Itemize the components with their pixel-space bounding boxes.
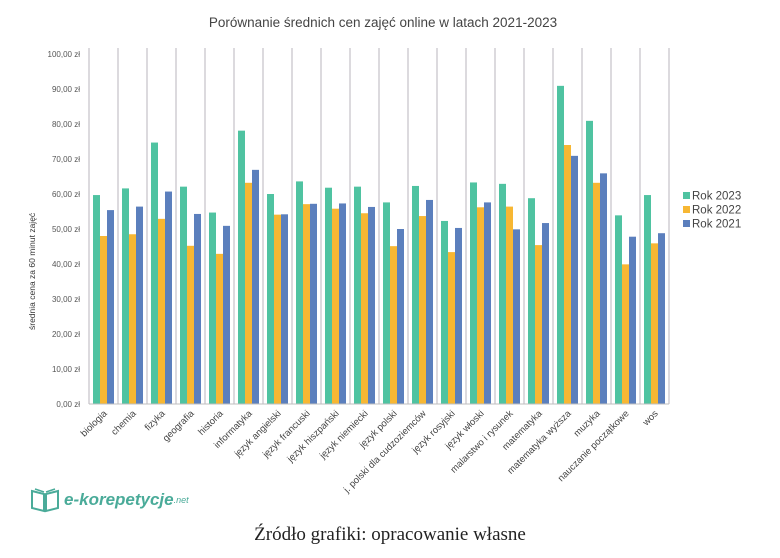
bar-rok-2021 (252, 169, 259, 404)
source-caption: Źródło grafiki: opracowanie własne (254, 524, 526, 545)
legend-swatch (683, 192, 690, 199)
bar-rok-2023 (238, 130, 245, 404)
x-tick-label: geografia (161, 408, 197, 444)
bar-rok-2021 (571, 155, 578, 404)
bar-rok-2023 (151, 142, 158, 405)
bar-rok-2023 (499, 183, 506, 404)
y-tick-label: 80,00 zł (52, 120, 80, 129)
bar-rok-2021 (368, 206, 375, 404)
bar-rok-2022 (100, 236, 107, 404)
bar-rok-2021 (455, 227, 462, 404)
bar-rok-2022 (593, 182, 600, 404)
bar-rok-2021 (397, 229, 404, 404)
bar-rok-2022 (622, 264, 629, 404)
bar-rok-2021 (600, 173, 607, 404)
y-tick-label: 40,00 zł (52, 260, 80, 269)
bar-chart: Porównanie średnich cen zajęć online w l… (27, 15, 741, 496)
bar-rok-2023 (615, 215, 622, 404)
bar-rok-2022 (216, 253, 223, 404)
bar-rok-2022 (187, 245, 194, 404)
bar-rok-2021 (107, 210, 114, 404)
bar-rok-2021 (165, 191, 172, 404)
legend-swatch (683, 220, 690, 227)
bar-rok-2023 (267, 194, 274, 404)
bar-rok-2022 (477, 207, 484, 404)
bar-rok-2023 (586, 120, 593, 404)
bar-rok-2021 (629, 236, 636, 404)
bar-rok-2023 (528, 198, 535, 404)
bar-rok-2023 (412, 185, 419, 404)
y-tick-label: 0,00 zł (56, 400, 80, 409)
bar-rok-2023 (470, 182, 477, 404)
x-tick-label: biologia (79, 408, 110, 439)
logo-suffix: .net (173, 495, 189, 505)
bar-rok-2021 (281, 214, 288, 404)
bar-rok-2021 (223, 225, 230, 404)
bar-rok-2022 (419, 216, 426, 404)
bar-rok-2023 (325, 187, 332, 404)
legend-label: Rok 2023 (692, 191, 741, 203)
bar-rok-2022 (390, 246, 397, 404)
bar-rok-2021 (426, 199, 433, 404)
bar-rok-2022 (245, 182, 252, 404)
bar-rok-2023 (180, 186, 187, 404)
bar-rok-2023 (557, 85, 564, 404)
bar-rok-2021 (310, 203, 317, 404)
bar-rok-2022 (158, 218, 165, 404)
x-tick-label: chemia (109, 408, 139, 438)
x-tick-label: wos (640, 408, 661, 429)
bar-rok-2021 (658, 233, 665, 404)
bar-rok-2021 (136, 206, 143, 404)
bar-rok-2022 (129, 234, 136, 404)
y-tick-label: 50,00 zł (52, 225, 80, 234)
bar-rok-2023 (383, 202, 390, 404)
bar-rok-2022 (274, 214, 281, 404)
y-tick-label: 10,00 zł (52, 365, 80, 374)
legend-label: Rok 2022 (692, 205, 741, 217)
bar-rok-2023 (296, 181, 303, 404)
category-separators (88, 48, 670, 404)
bar-rok-2022 (535, 245, 542, 404)
bar-rok-2023 (122, 188, 129, 404)
bars (93, 85, 665, 405)
bar-rok-2021 (542, 223, 549, 404)
y-axis-ticks: 0,00 zł 10,00 zł 20,00 zł 30,00 zł 40,00 zł 5… (48, 50, 81, 409)
x-tick-label: fizyka (143, 408, 168, 433)
y-tick-label: 60,00 zł (52, 190, 80, 199)
logo-text: e-korepetycje (64, 490, 174, 509)
legend-label: Rok 2021 (692, 219, 741, 231)
y-axis-label: średnia cena za 60 minut zajęć (27, 212, 37, 330)
y-tick-label: 100,00 zł (48, 50, 81, 59)
bar-rok-2022 (361, 213, 368, 404)
legend: Rok 2023 Rok 2022 Rok 2021 (683, 191, 741, 231)
y-tick-label: 70,00 zł (52, 155, 80, 164)
y-tick-label: 20,00 zł (52, 330, 80, 339)
logo: e-korepetycje .net (30, 487, 189, 513)
bar-rok-2022 (651, 243, 658, 404)
bar-rok-2023 (644, 195, 651, 404)
y-tick-label: 90,00 zł (52, 85, 80, 94)
bar-rok-2021 (339, 203, 346, 404)
bar-rok-2021 (194, 213, 201, 404)
bar-rok-2022 (448, 252, 455, 404)
bar-rok-2022 (332, 208, 339, 404)
chart-title: Porównanie średnich cen zajęć online w l… (209, 15, 557, 30)
bar-rok-2023 (93, 195, 100, 404)
bar-rok-2022 (506, 206, 513, 404)
bar-rok-2023 (441, 220, 448, 404)
bar-rok-2023 (209, 212, 216, 404)
bar-rok-2023 (354, 186, 361, 404)
bar-rok-2021 (513, 229, 520, 404)
bar-rok-2022 (303, 204, 310, 404)
y-tick-label: 30,00 zł (52, 295, 80, 304)
bar-rok-2021 (484, 202, 491, 404)
bar-rok-2022 (564, 145, 571, 404)
legend-swatch (683, 206, 690, 213)
book-icon (31, 488, 59, 513)
